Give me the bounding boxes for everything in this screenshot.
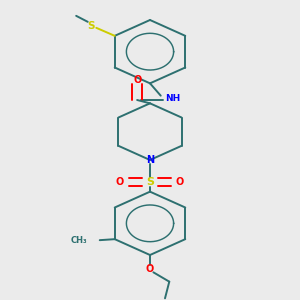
Text: O: O	[116, 177, 124, 187]
Text: S: S	[87, 21, 95, 31]
Text: NH: NH	[165, 94, 180, 103]
Text: CH₃: CH₃	[70, 236, 87, 245]
Text: O: O	[176, 177, 184, 187]
Text: N: N	[146, 155, 154, 165]
Text: O: O	[146, 264, 154, 274]
Text: O: O	[133, 75, 141, 85]
Text: S: S	[146, 177, 154, 187]
